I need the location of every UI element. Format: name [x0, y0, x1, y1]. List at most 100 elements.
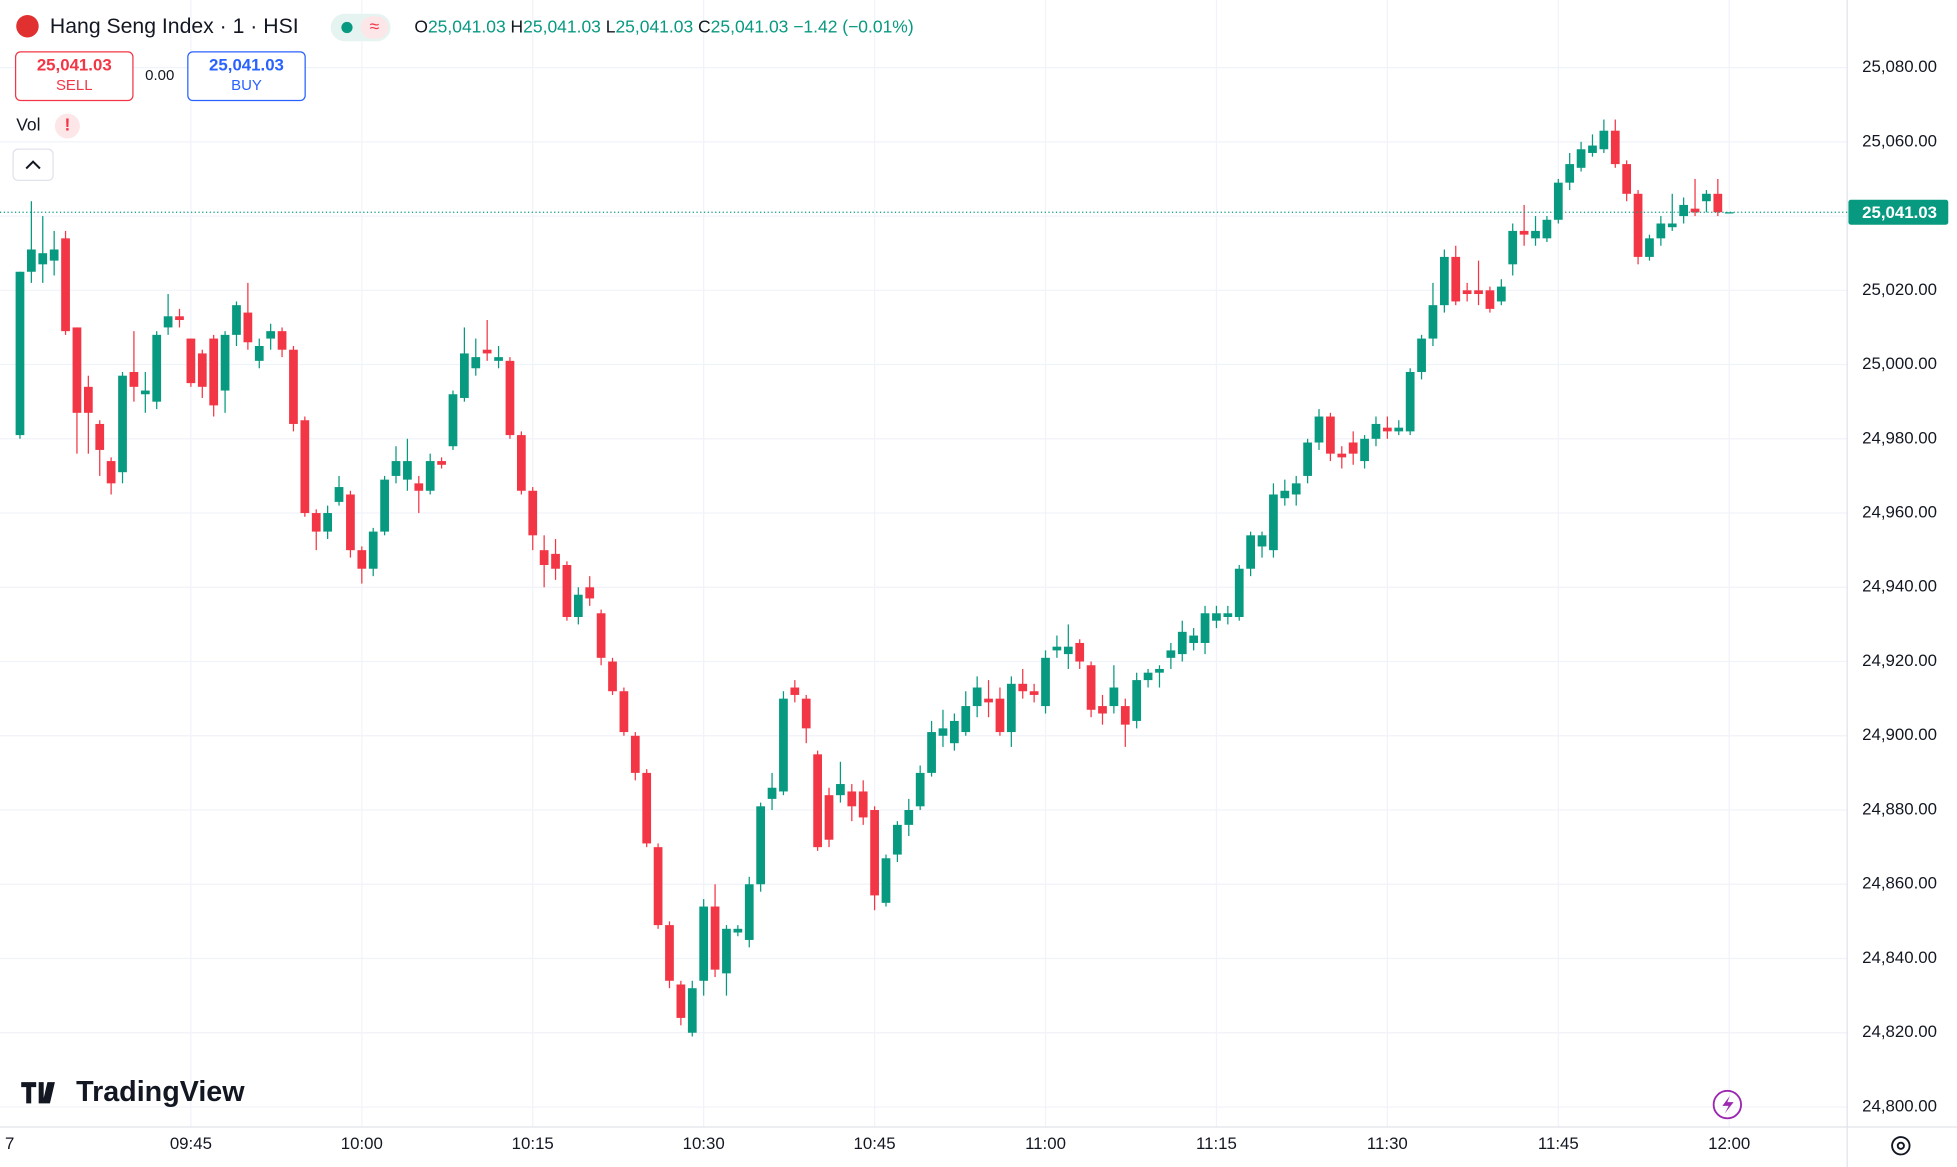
settings-button[interactable] [1891, 1136, 1911, 1156]
candle-body [448, 394, 458, 447]
candle-body [15, 271, 25, 436]
candle-body [72, 327, 82, 413]
candle-body [311, 513, 321, 532]
c-label: C [698, 16, 711, 36]
buy-price: 25,041.03 [209, 56, 284, 75]
candle-body [1052, 646, 1062, 651]
l-value: 25,041.03 [615, 16, 693, 36]
candle-body [1234, 568, 1244, 617]
alert-button[interactable] [1712, 1089, 1743, 1120]
candle-body [1360, 438, 1369, 462]
candle-body [437, 461, 446, 465]
candle-body [505, 360, 515, 436]
candle-body [1177, 631, 1187, 655]
candle-body [516, 435, 526, 491]
candle-body [1439, 256, 1449, 306]
candle-body [870, 810, 879, 896]
candle-body [699, 906, 709, 981]
candle-body [197, 353, 207, 387]
symbol-logo[interactable] [16, 14, 39, 38]
candle-body [528, 490, 538, 536]
y-tick-label: 24,940.00 [1862, 577, 1937, 596]
candle-body [209, 338, 219, 406]
collapse-button[interactable] [12, 148, 54, 181]
candle-body [140, 390, 150, 395]
buy-button[interactable] [187, 51, 306, 102]
candle-body [836, 784, 845, 796]
x-tick-label: 11:30 [1367, 1134, 1408, 1153]
candle-body [722, 928, 731, 974]
candle-body [1496, 286, 1506, 302]
ohlc-legend: O25,041.03 H25,041.03 L25,041.03 C25,041… [414, 16, 913, 36]
volume-warning-icon: ! [64, 115, 70, 135]
candle-body [1645, 238, 1654, 257]
candle-body [1667, 223, 1677, 228]
candle-body [118, 375, 127, 473]
candle-body [38, 253, 48, 265]
x-tick-label: 10:45 [854, 1134, 896, 1153]
candle-body [744, 884, 754, 940]
candle-body [243, 312, 253, 343]
candle-body [1086, 665, 1096, 710]
candle-body [1702, 193, 1711, 202]
candle-body [1246, 535, 1256, 569]
candle-body [1724, 212, 1734, 214]
y-tick-label: 24,920.00 [1862, 651, 1937, 670]
o-value: 25,041.03 [428, 16, 506, 36]
x-tick-label: 09:45 [170, 1134, 212, 1153]
candle-body [175, 316, 184, 321]
candle-body [1428, 305, 1438, 339]
candle-body [1565, 164, 1575, 183]
candle-body [1018, 683, 1028, 692]
candle-body [266, 331, 276, 339]
candle-body [49, 249, 59, 261]
x-edge-label: 7 [5, 1134, 14, 1153]
candle-body [824, 795, 834, 840]
sell-button[interactable] [14, 51, 134, 102]
x-tick-label: 11:15 [1196, 1134, 1237, 1153]
candle-body [1508, 230, 1518, 265]
delay-pill[interactable] [360, 16, 389, 39]
settings-icon [1896, 1141, 1905, 1150]
y-tick-label: 24,880.00 [1862, 799, 1937, 818]
candle-body [494, 357, 503, 361]
y-tick-label: 25,080.00 [1862, 57, 1937, 76]
x-tick-label: 12:00 [1708, 1134, 1750, 1153]
candle-body [1212, 613, 1221, 621]
candle-body [585, 587, 595, 599]
candle-body [1280, 490, 1290, 499]
candle-body [790, 687, 800, 695]
candle-body [1553, 182, 1563, 220]
sell-price: 25,041.03 [37, 56, 112, 75]
candle-body [1223, 613, 1233, 617]
c-value: 25,041.03 [711, 16, 789, 36]
volume-warning[interactable] [54, 113, 80, 139]
candle-body [665, 925, 674, 981]
candle-body [380, 479, 389, 532]
y-tick-label: 24,840.00 [1862, 948, 1937, 967]
candle-body [573, 594, 583, 617]
x-tick-label: 10:30 [683, 1134, 725, 1153]
candle-body [756, 806, 766, 885]
y-tick-label: 24,860.00 [1862, 874, 1937, 893]
candle-body [232, 305, 241, 335]
candle-body [1451, 256, 1461, 302]
candle-body [1006, 683, 1016, 733]
candle-body [1132, 680, 1142, 721]
candle-body [482, 349, 492, 354]
y-tick-label: 25,000.00 [1862, 354, 1937, 373]
h-value: 25,041.03 [523, 16, 601, 36]
brand-logo [21, 1082, 55, 1104]
candle-body [1383, 427, 1392, 432]
y-tick-label: 24,960.00 [1862, 502, 1937, 521]
grid [0, 0, 1848, 1128]
candle-body [1405, 371, 1415, 432]
candle-body [995, 698, 1005, 733]
symbol-title[interactable]: Hang Seng Index · 1 · HSI [50, 15, 299, 38]
candle-body [539, 550, 549, 566]
candle-body [1519, 230, 1529, 235]
candle-body [1633, 193, 1643, 257]
